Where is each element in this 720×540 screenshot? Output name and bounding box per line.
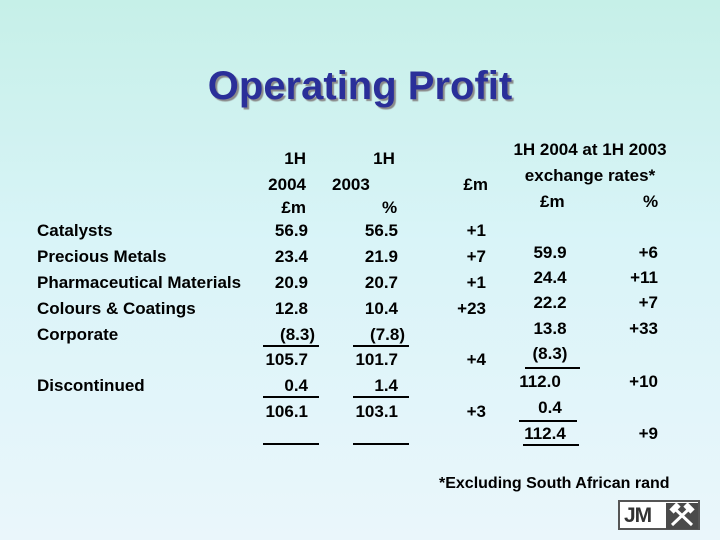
value-2003-subtotal: 101.7 [355,350,398,369]
header-fx-line2: exchange rates* [524,166,656,185]
value-2004-discontinued: 0.4 [284,376,308,395]
logo-text: JM [624,504,652,527]
fx-value-corporate: (8.3) [532,344,568,363]
header-fx-line1: 1H 2004 at 1H 2003 [513,140,667,159]
rule-fx-double [523,444,579,446]
value-2003-total: 103.1 [355,402,398,421]
fx-value-discontinued: 0.4 [538,398,562,417]
value-2003-corporate: (7.8) [370,325,405,344]
rule-fx-subtotal [525,367,580,369]
change-catalysts: +1 [466,221,486,240]
row-label-discontinued: Discontinued [37,376,145,395]
change-subtotal: +4 [466,350,486,369]
row-label-precious-metals: Precious Metals [37,247,167,266]
fx-value-catalysts: 59.9 [533,243,567,262]
row-label-pharmaceutical-materials: Pharmaceutical Materials [37,273,242,292]
row-label-corporate: Corporate [37,325,119,344]
value-2003-catalysts: 56.5 [364,221,398,240]
value-2004-subtotal: 105.7 [265,350,308,369]
rule-2004-total [263,396,319,398]
header-2004-line2: 2004 [268,175,306,194]
fx-pct-colours: +33 [629,319,658,338]
header-fx-pct: % [643,192,659,211]
fx-pct-catalysts: +6 [638,243,658,262]
header-change-unit: £m [463,175,488,194]
header-2004-unit: £m [281,198,306,217]
rule-2003-subtotal [353,345,409,347]
fx-pct-total: +9 [638,424,658,443]
value-2004-colours: 12.8 [274,299,308,318]
value-2003-colours: 10.4 [364,299,398,318]
value-2004-pharmaceutical: 20.9 [274,273,308,292]
fx-value-subtotal: 112.0 [519,372,561,391]
fx-pct-subtotal: +10 [629,372,658,391]
header-2003-line1: 1H [373,149,395,168]
slide-title: Operating Profit [207,64,513,108]
row-label-colours-coatings: Colours & Coatings [37,299,196,318]
change-precious-metals: +7 [466,247,486,266]
value-2004-total: 106.1 [265,402,308,421]
fx-value-total: 112.4 [524,424,566,443]
change-colours: +23 [457,299,486,318]
company-logo: JM [618,500,700,530]
header-2003-line2: 2003 [332,175,370,194]
header-2004-line1: 1H [284,149,306,168]
rule-fx-total [519,420,577,422]
fx-value-precious-metals: 24.4 [533,268,567,287]
rule-2004-subtotal [263,345,319,347]
fx-pct-precious-metals: +11 [630,268,658,287]
crossed-hammers-icon [666,503,698,529]
value-2004-precious-metals: 23.4 [274,247,308,266]
value-2003-precious-metals: 21.9 [364,247,398,266]
value-2004-catalysts: 56.9 [274,221,308,240]
row-label-catalysts: Catalysts [37,221,113,240]
fx-pct-pharmaceutical: +7 [638,293,658,312]
value-2003-discontinued: 1.4 [374,376,398,395]
rule-2004-double [263,443,319,445]
rule-2003-double [353,443,409,445]
change-total: +3 [466,402,486,421]
header-2003-pct: % [382,198,398,217]
rule-2003-total [353,396,409,398]
fx-value-colours: 13.8 [533,319,567,338]
header-fx-unit: £m [540,192,565,211]
footnote: *Excluding South African rand [439,475,670,492]
value-2003-pharmaceutical: 20.7 [364,273,398,292]
change-pharmaceutical: +1 [466,273,486,292]
fx-value-pharmaceutical: 22.2 [533,293,567,312]
value-2004-corporate: (8.3) [280,325,315,344]
